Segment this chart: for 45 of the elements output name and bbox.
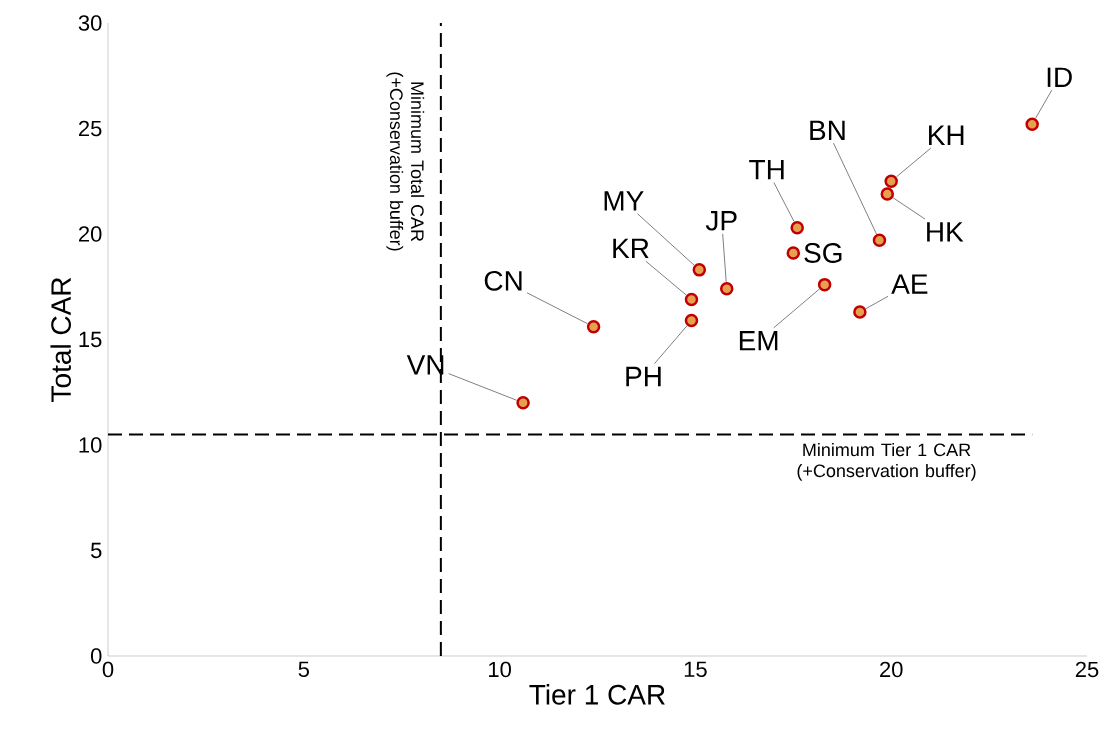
- point: [884, 174, 898, 188]
- annotation: KR: [613, 238, 649, 259]
- point: [684, 292, 699, 307]
- y-tick-label: 0: [90, 648, 102, 664]
- annotation: CN: [484, 270, 522, 291]
- annotation: ID: [1047, 67, 1072, 87]
- annotation: AE: [891, 274, 928, 294]
- point: [853, 305, 867, 319]
- point: [586, 320, 601, 334]
- y-tick-label: 5: [90, 542, 102, 559]
- annotation: VN: [406, 355, 444, 375]
- point: [1025, 117, 1039, 132]
- x-tick-label: 5: [298, 661, 309, 678]
- x-tick-label: 15: [684, 661, 707, 678]
- point: [684, 313, 699, 328]
- point: [880, 187, 895, 201]
- point: [516, 396, 530, 410]
- annotation: TH: [749, 160, 784, 180]
- annotation: KH: [929, 125, 964, 145]
- y-tick-label: 15: [79, 331, 102, 348]
- y-tick-label: 10: [79, 437, 102, 453]
- annotation: JP: [705, 211, 737, 231]
- y-tick-label: 30: [78, 15, 102, 31]
- point: [872, 233, 887, 248]
- x-tick-label: 0: [102, 661, 114, 678]
- ref-line-label: Minimum Total CAR (+Conservation buffer): [386, 72, 425, 251]
- x-tick-label: 20: [880, 661, 903, 678]
- y-axis-title: Total CAR: [50, 277, 71, 402]
- y-tick-label: 20: [78, 226, 102, 242]
- annotation: HK: [927, 222, 964, 242]
- annotation: EM: [739, 331, 778, 351]
- annotation: SG: [804, 243, 842, 263]
- y-tick-label: 25: [78, 120, 102, 137]
- annotation: PH: [626, 366, 661, 387]
- ref-line-label: Minimum Tier 1 CAR (+Conservation buffer): [797, 442, 976, 481]
- annotation: BN: [810, 120, 845, 140]
- x-tick-label: 25: [1075, 661, 1099, 678]
- point: [786, 246, 801, 260]
- x-tick-label: 10: [489, 661, 511, 678]
- point: [719, 282, 734, 296]
- point: [692, 263, 707, 277]
- point: [817, 277, 832, 292]
- x-axis-title: Tier 1 CAR: [529, 684, 665, 705]
- point: [790, 220, 804, 235]
- annotation: MY: [604, 191, 644, 211]
